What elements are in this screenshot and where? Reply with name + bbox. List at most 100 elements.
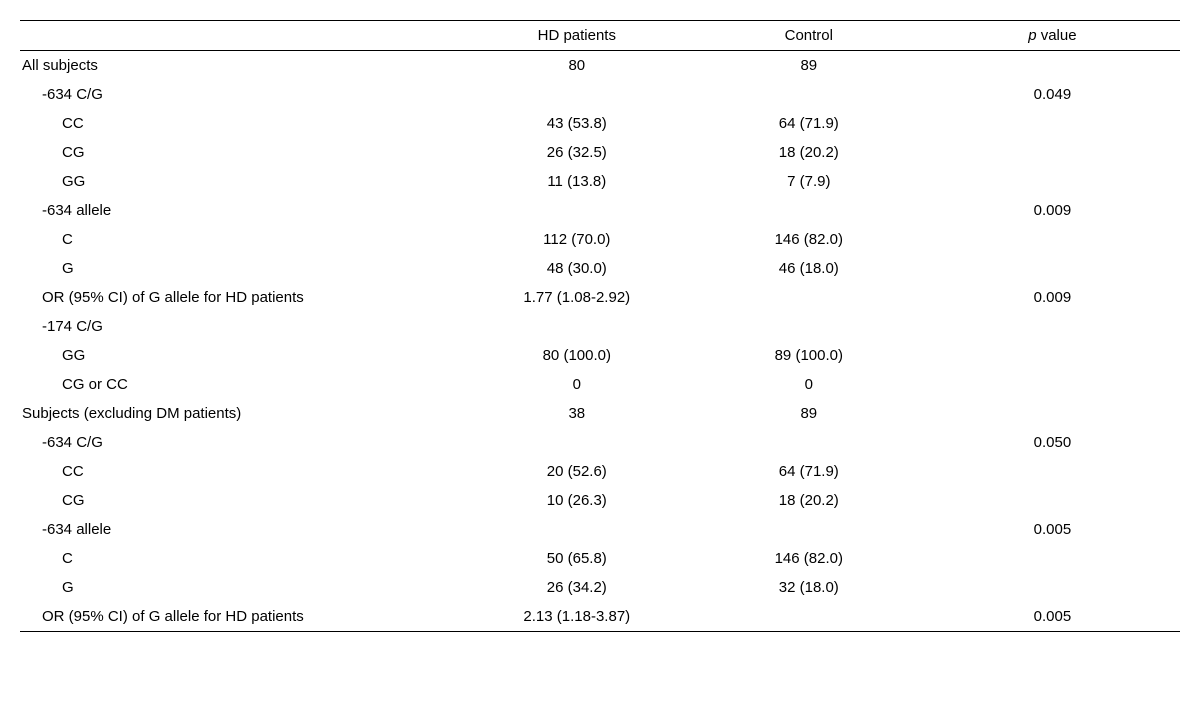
row-control-value: 18 (20.2) bbox=[693, 138, 925, 167]
table-row: CG10 (26.3)18 (20.2) bbox=[20, 486, 1180, 515]
row-p-value bbox=[925, 544, 1180, 573]
row-p-value bbox=[925, 399, 1180, 428]
row-hd-value: 20 (52.6) bbox=[461, 457, 693, 486]
table-row: C50 (65.8)146 (82.0) bbox=[20, 544, 1180, 573]
row-label: GG bbox=[20, 167, 461, 196]
row-label: GG bbox=[20, 341, 461, 370]
data-table: HD patients Control p value All subjects… bbox=[20, 20, 1180, 632]
table-row: CG26 (32.5)18 (20.2) bbox=[20, 138, 1180, 167]
table-row: CG or CC00 bbox=[20, 370, 1180, 399]
table-row: Subjects (excluding DM patients)3889 bbox=[20, 399, 1180, 428]
row-label: CG bbox=[20, 138, 461, 167]
row-p-value bbox=[925, 341, 1180, 370]
row-hd-value: 80 bbox=[461, 51, 693, 81]
row-p-value bbox=[925, 138, 1180, 167]
row-control-value bbox=[693, 428, 925, 457]
table-row: -634 C/G 0.050 bbox=[20, 428, 1180, 457]
row-hd-value: 48 (30.0) bbox=[461, 254, 693, 283]
row-hd-value: 2.13 (1.18-3.87) bbox=[461, 602, 693, 632]
row-label: -634 C/G bbox=[20, 80, 461, 109]
row-control-value: 64 (71.9) bbox=[693, 457, 925, 486]
row-label: -634 allele bbox=[20, 196, 461, 225]
row-hd-value: 26 (34.2) bbox=[461, 573, 693, 602]
row-p-value: 0.005 bbox=[925, 515, 1180, 544]
row-control-value bbox=[693, 283, 925, 312]
table-row: -634 C/G 0.049 bbox=[20, 80, 1180, 109]
header-blank bbox=[20, 21, 461, 51]
row-hd-value: 10 (26.3) bbox=[461, 486, 693, 515]
row-hd-value: 0 bbox=[461, 370, 693, 399]
row-p-value bbox=[925, 573, 1180, 602]
row-p-value: 0.005 bbox=[925, 602, 1180, 632]
table-body: All subjects8089-634 C/G0.049CC43 (53.8)… bbox=[20, 51, 1180, 632]
row-hd-value bbox=[461, 312, 693, 341]
header-control: Control bbox=[693, 21, 925, 51]
row-control-value: 146 (82.0) bbox=[693, 225, 925, 254]
row-label: All subjects bbox=[20, 51, 461, 81]
row-hd-value bbox=[461, 515, 693, 544]
row-label: -634 C/G bbox=[20, 428, 461, 457]
row-label: OR (95% CI) of G allele for HD patients bbox=[20, 602, 461, 632]
row-p-value bbox=[925, 51, 1180, 81]
row-hd-value bbox=[461, 80, 693, 109]
header-p-value: p value bbox=[925, 21, 1180, 51]
row-p-value bbox=[925, 486, 1180, 515]
table-row: OR (95% CI) of G allele for HD patients2… bbox=[20, 602, 1180, 632]
row-label: CG or CC bbox=[20, 370, 461, 399]
header-hd-patients: HD patients bbox=[461, 21, 693, 51]
row-p-value: 0.050 bbox=[925, 428, 1180, 457]
table-row: CC20 (52.6)64 (71.9) bbox=[20, 457, 1180, 486]
row-control-value bbox=[693, 602, 925, 632]
row-control-value bbox=[693, 312, 925, 341]
row-hd-value: 11 (13.8) bbox=[461, 167, 693, 196]
row-p-value bbox=[925, 109, 1180, 138]
table-row: OR (95% CI) of G allele for HD patients1… bbox=[20, 283, 1180, 312]
row-control-value bbox=[693, 196, 925, 225]
row-p-value bbox=[925, 225, 1180, 254]
row-p-value bbox=[925, 254, 1180, 283]
row-control-value: 32 (18.0) bbox=[693, 573, 925, 602]
row-hd-value: 26 (32.5) bbox=[461, 138, 693, 167]
table-row: -634 allele 0.009 bbox=[20, 196, 1180, 225]
row-p-value bbox=[925, 312, 1180, 341]
row-hd-value bbox=[461, 196, 693, 225]
table-row: C112 (70.0)146 (82.0) bbox=[20, 225, 1180, 254]
row-p-value: 0.049 bbox=[925, 80, 1180, 109]
table-row: -634 allele 0.005 bbox=[20, 515, 1180, 544]
row-hd-value: 80 (100.0) bbox=[461, 341, 693, 370]
row-label: G bbox=[20, 573, 461, 602]
row-hd-value: 1.77 (1.08-2.92) bbox=[461, 283, 693, 312]
table-row: GG11 (13.8)7 (7.9) bbox=[20, 167, 1180, 196]
row-label: CC bbox=[20, 109, 461, 138]
row-control-value bbox=[693, 80, 925, 109]
table-row: G48 (30.0)46 (18.0) bbox=[20, 254, 1180, 283]
row-hd-value: 43 (53.8) bbox=[461, 109, 693, 138]
table-row: CC43 (53.8)64 (71.9) bbox=[20, 109, 1180, 138]
row-p-value bbox=[925, 370, 1180, 399]
table-row: -174 C/G bbox=[20, 312, 1180, 341]
row-label: CG bbox=[20, 486, 461, 515]
table-row: G26 (34.2)32 (18.0) bbox=[20, 573, 1180, 602]
row-control-value: 146 (82.0) bbox=[693, 544, 925, 573]
row-control-value: 89 bbox=[693, 51, 925, 81]
row-p-value bbox=[925, 457, 1180, 486]
table-row: GG80 (100.0)89 (100.0) bbox=[20, 341, 1180, 370]
row-control-value: 89 (100.0) bbox=[693, 341, 925, 370]
row-control-value: 89 bbox=[693, 399, 925, 428]
row-label: -174 C/G bbox=[20, 312, 461, 341]
row-control-value: 64 (71.9) bbox=[693, 109, 925, 138]
row-control-value: 7 (7.9) bbox=[693, 167, 925, 196]
header-p-italic: p bbox=[1028, 27, 1036, 44]
row-label: OR (95% CI) of G allele for HD patients bbox=[20, 283, 461, 312]
row-hd-value bbox=[461, 428, 693, 457]
header-p-suffix: value bbox=[1037, 27, 1077, 44]
row-label: -634 allele bbox=[20, 515, 461, 544]
row-label: C bbox=[20, 225, 461, 254]
row-control-value bbox=[693, 515, 925, 544]
row-hd-value: 50 (65.8) bbox=[461, 544, 693, 573]
row-p-value: 0.009 bbox=[925, 196, 1180, 225]
row-label: C bbox=[20, 544, 461, 573]
row-label: CC bbox=[20, 457, 461, 486]
row-p-value bbox=[925, 167, 1180, 196]
row-label: G bbox=[20, 254, 461, 283]
